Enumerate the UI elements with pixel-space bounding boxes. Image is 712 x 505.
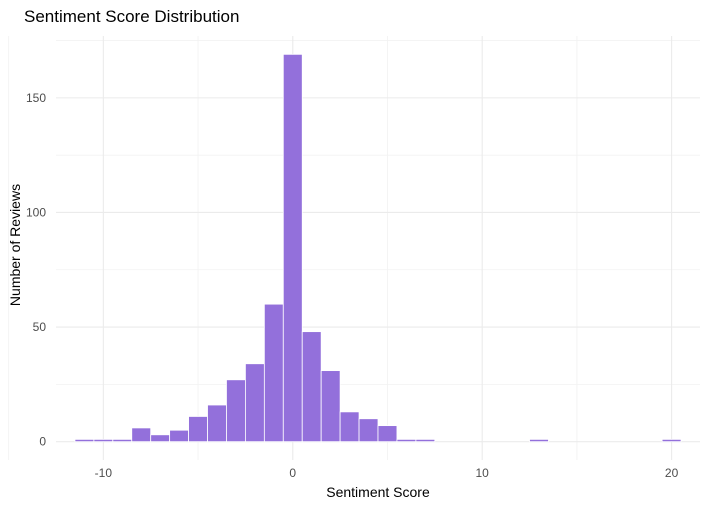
histogram-bar	[339, 411, 360, 443]
y-axis-ticks: 0 50 100 150	[26, 91, 46, 449]
chart-title: Sentiment Score Distribution	[24, 7, 239, 26]
histogram-bar	[226, 379, 246, 443]
x-axis-title: Sentiment Score	[326, 484, 430, 500]
histogram-bar	[415, 438, 436, 443]
histogram-bar	[245, 363, 265, 443]
x-tick-label: 20	[665, 466, 679, 480]
y-tick-label: 50	[33, 320, 47, 334]
histogram-bar	[396, 438, 417, 443]
histogram-bar	[188, 416, 208, 443]
histogram-bar	[131, 427, 152, 443]
x-axis-ticks: -10 0 10 20	[95, 466, 679, 480]
histogram-bar	[301, 331, 322, 443]
histogram-bar	[93, 438, 114, 443]
histogram-bar	[377, 425, 398, 443]
histogram-bar	[661, 438, 682, 443]
y-tick-label: 100	[26, 205, 46, 219]
histogram-bar	[529, 438, 549, 443]
bars	[74, 53, 682, 443]
histogram-bar	[320, 370, 341, 443]
y-axis-title: Number of Reviews	[7, 184, 23, 306]
histogram-bar	[169, 429, 189, 443]
histogram-bar	[263, 303, 284, 443]
histogram-bar	[74, 438, 95, 443]
histogram-bar	[207, 404, 227, 443]
histogram-bar	[282, 53, 303, 443]
histogram-bar	[112, 438, 133, 443]
y-tick-label: 0	[39, 435, 46, 449]
histogram-bar	[358, 418, 379, 443]
x-tick-label: 0	[289, 466, 296, 480]
y-tick-label: 150	[26, 91, 46, 105]
x-tick-label: 10	[475, 466, 489, 480]
x-tick-label: -10	[95, 466, 113, 480]
histogram-bar	[150, 434, 171, 443]
